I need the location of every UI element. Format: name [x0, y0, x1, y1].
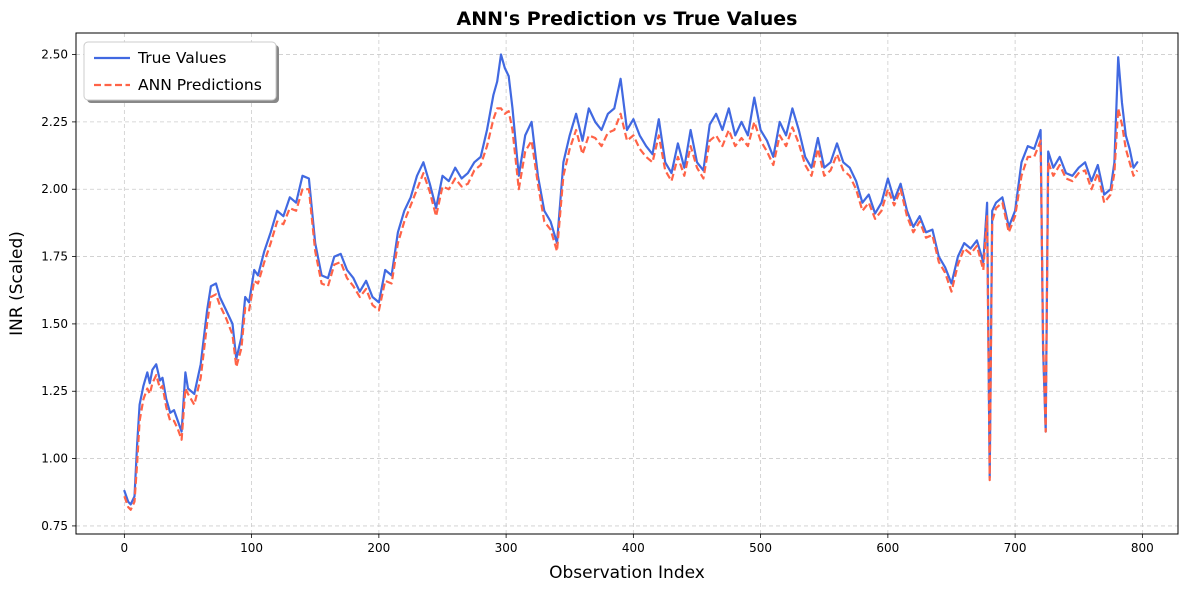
- ann-predictions-line: [123, 107, 1139, 511]
- x-tick-label: 400: [622, 541, 645, 555]
- series-layer: [123, 53, 1139, 511]
- x-tick-label: 100: [240, 541, 263, 555]
- legend-label: ANN Predictions: [138, 76, 262, 94]
- y-tick-label: 1.25: [41, 384, 68, 398]
- y-tick-label: 2.00: [41, 182, 68, 196]
- y-tick-label: 0.75: [41, 519, 68, 533]
- x-tick-label: 600: [876, 541, 899, 555]
- y-tick-label: 2.25: [41, 115, 68, 129]
- x-tick-label: 500: [749, 541, 772, 555]
- x-tick-label: 700: [1004, 541, 1027, 555]
- y-tick-label: 1.00: [41, 452, 68, 466]
- x-tick-label: 200: [367, 541, 390, 555]
- x-axis-title: Observation Index: [549, 563, 705, 583]
- x-tick-label: 300: [495, 541, 518, 555]
- legend: True Values ANN Predictions: [83, 41, 279, 103]
- x-tick-label: 0: [121, 541, 129, 555]
- legend-label: True Values: [137, 49, 227, 67]
- legend-box: [83, 41, 277, 101]
- y-tick-label: 1.50: [41, 317, 68, 331]
- grid: [76, 33, 1178, 534]
- chart-title: ANN's Prediction vs True Values: [457, 8, 798, 30]
- y-axis-title: INR (Scaled): [7, 231, 27, 336]
- ticks: 0 100 200 300 400 500 600 700 800 0.75 1.00 1.25 1.5…: [41, 48, 1154, 555]
- true-values-line: [123, 53, 1139, 506]
- y-tick-label: 1.75: [41, 250, 68, 264]
- y-tick-label: 2.50: [41, 48, 68, 62]
- plot-frame: [75, 32, 1179, 535]
- x-tick-label: 800: [1131, 541, 1154, 555]
